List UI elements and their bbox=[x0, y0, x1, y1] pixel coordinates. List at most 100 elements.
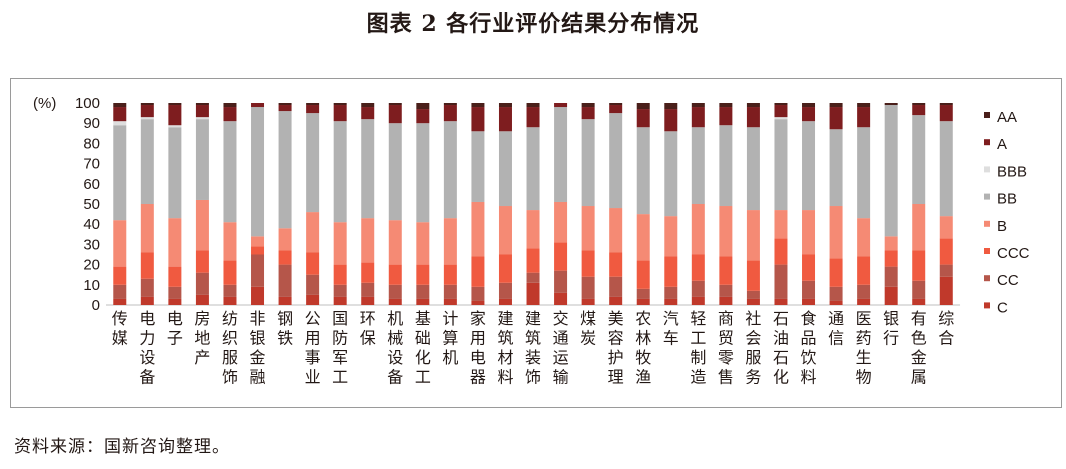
bar-segment-c bbox=[691, 296, 705, 305]
bar-segment-bb bbox=[829, 129, 843, 207]
bar-segment-aa bbox=[278, 103, 292, 106]
x-tick-label: 装 bbox=[525, 348, 541, 367]
bar-segment-cc bbox=[416, 284, 430, 299]
bar-segment-b bbox=[829, 206, 843, 259]
legend-label: CCC bbox=[997, 245, 1030, 262]
y-tick-label: 70 bbox=[83, 156, 100, 173]
bar-segment-a bbox=[554, 103, 568, 108]
bar-segment-a bbox=[306, 105, 320, 114]
bar-segment-cc bbox=[278, 264, 292, 297]
bar-segment-ccc bbox=[361, 262, 375, 283]
x-tick-label: 医 bbox=[856, 309, 872, 328]
bar-segment-ccc bbox=[857, 256, 871, 285]
x-tick-label: 事 bbox=[305, 348, 321, 367]
bar-segment-a bbox=[443, 105, 457, 122]
x-tick-label: 电 bbox=[139, 309, 155, 328]
bar-segment-c bbox=[223, 296, 237, 305]
bar-segment-bb bbox=[388, 123, 402, 221]
bar-segment-bb bbox=[939, 121, 953, 217]
x-tick-label: 融 bbox=[250, 368, 266, 387]
x-tick-label: 煤 bbox=[580, 309, 596, 328]
x-tick-label: 林 bbox=[635, 329, 651, 348]
x-tick-label: 社 bbox=[745, 309, 761, 328]
x-tick-label: 轻 bbox=[690, 309, 706, 328]
bar-segment-b bbox=[416, 222, 430, 265]
bar-segment-ccc bbox=[912, 250, 926, 281]
bar-segment-c bbox=[498, 298, 512, 305]
bar-segment-bb bbox=[251, 107, 265, 237]
x-tick-label: 服 bbox=[745, 348, 761, 367]
bar-segment-b bbox=[636, 214, 650, 261]
bar-segment-b bbox=[691, 204, 705, 255]
bar-segment-b bbox=[361, 218, 375, 263]
x-tick-label: 农 bbox=[635, 309, 651, 328]
bar-segment-a bbox=[829, 107, 843, 130]
bar-segment-b bbox=[581, 206, 595, 251]
x-tick-label: 售 bbox=[718, 368, 734, 387]
bar-segment-cc bbox=[746, 290, 760, 299]
bar-segment-b bbox=[306, 212, 320, 253]
bar-segment-bb bbox=[746, 127, 760, 211]
x-tick-label: 筑 bbox=[525, 329, 541, 348]
bar-segment-ccc bbox=[636, 260, 650, 289]
x-tick-label: 家 bbox=[470, 309, 486, 328]
x-tick-label: 通 bbox=[828, 309, 844, 328]
bar-segment-cc bbox=[609, 276, 623, 297]
bar-segment-aa bbox=[333, 103, 347, 106]
bar-segment-c bbox=[416, 298, 430, 305]
x-tick-label: 信 bbox=[828, 329, 844, 348]
bar-segment-bb bbox=[719, 125, 733, 207]
bar-segment-bb bbox=[471, 131, 485, 202]
bar-segment-b bbox=[526, 210, 540, 249]
x-tick-label: 炭 bbox=[580, 329, 596, 348]
bar-segment-bb bbox=[609, 113, 623, 209]
x-tick-label: 业 bbox=[305, 368, 321, 387]
bar-segment-b bbox=[664, 216, 678, 257]
bar-segment-bb bbox=[333, 121, 347, 223]
bar-segment-c bbox=[333, 296, 347, 305]
bar-segment-a bbox=[581, 107, 595, 120]
bar-segment-bb bbox=[168, 127, 182, 219]
x-tick-label: 工 bbox=[332, 368, 348, 387]
bar-segment-b bbox=[168, 218, 182, 267]
bar-segment-cc bbox=[526, 272, 540, 283]
x-tick-label: 机 bbox=[442, 348, 458, 367]
bar-segment-aa bbox=[223, 103, 237, 108]
bar-segment-cc bbox=[802, 280, 816, 299]
y-tick-label: 30 bbox=[83, 236, 100, 253]
bar-segment-a bbox=[857, 107, 871, 128]
bar-segment-a bbox=[664, 109, 678, 132]
bar-segment-bb bbox=[113, 125, 127, 221]
bar-segment-ccc bbox=[581, 250, 595, 277]
x-tick-label: 汽 bbox=[663, 309, 679, 328]
y-tick-label: 20 bbox=[83, 257, 100, 274]
figure-title: 图表 2 各行业评价结果分布情况 bbox=[366, 11, 700, 37]
x-tick-label: 饰 bbox=[222, 368, 238, 387]
bar-segment-aa bbox=[939, 103, 953, 106]
bar-segment-ccc bbox=[168, 266, 182, 287]
bar-segment-c bbox=[581, 298, 595, 305]
x-tick-label: 金 bbox=[911, 348, 927, 367]
bar-segment-b bbox=[251, 236, 265, 247]
bar-segment-a bbox=[278, 105, 292, 112]
x-tick-label: 国 bbox=[332, 309, 348, 328]
x-tick-label: 美 bbox=[608, 309, 624, 328]
bar-segment-cc bbox=[857, 284, 871, 299]
y-tick-label: 10 bbox=[83, 277, 100, 294]
bar-segment-b bbox=[278, 228, 292, 251]
bar-segment-c bbox=[554, 292, 568, 305]
bar-segment-aa bbox=[361, 103, 375, 108]
bar-segment-c bbox=[168, 298, 182, 305]
bar-segment-aa bbox=[443, 103, 457, 106]
x-tick-label: 理 bbox=[608, 368, 624, 387]
bar-segment-ccc bbox=[802, 254, 816, 281]
x-tick-label: 环 bbox=[360, 309, 376, 328]
x-tick-label: 色 bbox=[911, 329, 927, 348]
legend-swatch-cc bbox=[984, 275, 990, 282]
x-tick-label: 地 bbox=[194, 329, 210, 348]
bar-segment-bb bbox=[554, 107, 568, 202]
bar-segment-b bbox=[746, 210, 760, 261]
bar-segment-bb bbox=[774, 119, 788, 211]
bar-segment-bbb bbox=[774, 117, 788, 120]
bar-segment-c bbox=[113, 298, 127, 305]
